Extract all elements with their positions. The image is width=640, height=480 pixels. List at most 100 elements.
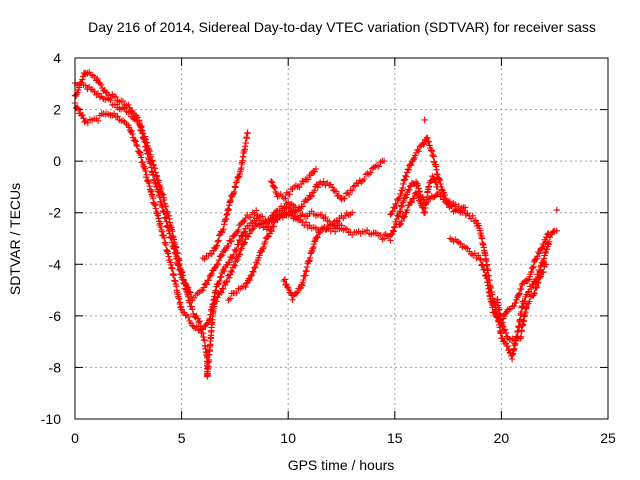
- data-point: [186, 297, 194, 304]
- data-point: [530, 263, 537, 270]
- data-point: [244, 129, 251, 136]
- data-point: [428, 192, 435, 200]
- data-point: [223, 279, 230, 286]
- data-point: [161, 234, 168, 242]
- data-point: [302, 272, 309, 279]
- data-point: [398, 203, 406, 210]
- data-point: [157, 223, 164, 231]
- y-tick-label: -2: [49, 205, 62, 221]
- data-point: [404, 206, 411, 214]
- data-point: [234, 256, 241, 264]
- data-point: [361, 175, 368, 183]
- x-axis-label: GPS time / hours: [288, 457, 395, 473]
- data-point: [152, 205, 159, 212]
- data-point: [212, 287, 219, 294]
- y-tick-label: 2: [53, 102, 61, 118]
- data-point: [138, 154, 145, 161]
- data-point: [437, 180, 444, 188]
- data-point: [538, 244, 546, 252]
- data-point: [349, 209, 356, 216]
- data-point: [94, 117, 102, 124]
- data-point: [389, 227, 397, 234]
- data-point: [516, 290, 523, 297]
- data-point: [317, 228, 324, 236]
- data-point: [302, 267, 310, 274]
- data-point: [499, 322, 506, 330]
- data-point: [119, 97, 127, 105]
- data-point: [235, 250, 243, 258]
- data-point: [535, 279, 542, 287]
- y-tick-label: -4: [49, 256, 62, 272]
- data-point: [149, 161, 157, 168]
- data-point: [227, 197, 234, 204]
- data-point: [530, 290, 538, 297]
- data-point: [391, 224, 398, 231]
- data-point: [222, 281, 229, 289]
- data-point: [484, 267, 492, 274]
- data-point: [149, 157, 156, 164]
- data-point: [232, 184, 239, 191]
- data-point: [173, 244, 180, 251]
- data-point: [152, 169, 159, 176]
- data-point: [137, 124, 145, 131]
- data-point: [425, 183, 433, 190]
- data-point: [311, 238, 318, 245]
- data-point: [400, 180, 407, 188]
- data-point: [424, 134, 431, 142]
- data-point: [267, 227, 274, 234]
- data-point: [307, 193, 314, 200]
- data-point: [215, 237, 222, 244]
- data-point: [314, 234, 321, 241]
- data-point: [251, 211, 258, 218]
- data-point: [242, 139, 250, 147]
- data-point: [286, 191, 293, 198]
- data-point: [312, 165, 320, 173]
- data-point: [162, 241, 170, 248]
- data-point: [193, 323, 200, 330]
- data-point: [155, 215, 162, 222]
- data-point: [243, 280, 250, 287]
- data-point: [185, 313, 192, 321]
- data-point: [517, 316, 524, 323]
- data-point: [240, 218, 247, 226]
- data-point: [512, 299, 519, 307]
- data-point: [364, 170, 371, 177]
- data-point: [387, 237, 394, 244]
- data-point: [227, 267, 235, 275]
- data-point: [125, 124, 133, 131]
- data-point: [249, 226, 256, 233]
- axis-ticks: 0 5 10 15 20 25 -10 -8 -6 -4 -2 0 2 4: [41, 50, 616, 446]
- data-point: [153, 183, 161, 190]
- data-point: [225, 242, 232, 250]
- data-point: [477, 256, 484, 264]
- data-point: [507, 336, 515, 343]
- data-point: [415, 185, 422, 192]
- chart-title: Day 216 of 2014, Sidereal Day-to-day VTE…: [88, 19, 596, 35]
- data-point: [125, 101, 132, 108]
- data-point: [145, 146, 153, 153]
- data-point: [131, 136, 139, 144]
- data-point: [79, 76, 86, 83]
- data-point: [146, 148, 153, 155]
- data-point: [241, 217, 248, 225]
- data-point: [214, 260, 221, 268]
- data-point: [421, 140, 428, 147]
- data-point: [303, 268, 310, 275]
- data-point: [169, 265, 176, 272]
- data-point: [201, 337, 208, 344]
- data-point: [436, 176, 443, 183]
- data-point: [152, 202, 159, 209]
- data-point: [403, 173, 410, 180]
- data-point: [528, 285, 535, 293]
- data-point: [318, 211, 326, 219]
- data-point: [543, 261, 550, 268]
- data-point: [203, 281, 210, 288]
- data-point: [253, 207, 260, 214]
- data-point: [295, 204, 303, 211]
- data-point: [214, 238, 221, 245]
- data-point: [262, 238, 269, 246]
- data-point: [129, 130, 136, 138]
- data-point: [320, 178, 327, 185]
- data-point: [530, 258, 538, 266]
- data-point: [434, 183, 441, 191]
